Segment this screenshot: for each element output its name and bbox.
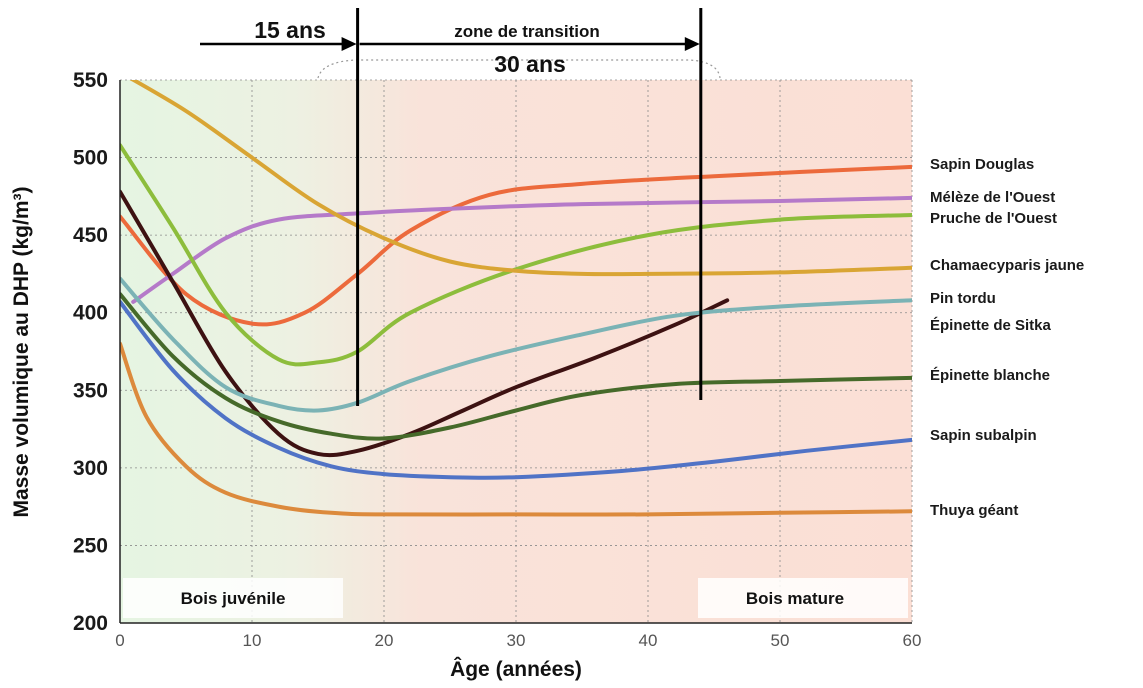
grid [120,79,913,623]
legend-label: Pruche de l'Ouest [930,210,1057,227]
y-tick-label: 400 [73,302,108,325]
legend-label: Sapin subalpin [930,427,1037,444]
mature-label: Bois mature [746,589,844,608]
y-ticks: 200 250 300 350 400 450 500 550 [73,69,108,635]
series-line-thuya-geant [120,341,912,517]
juvenile-label-box [123,578,343,618]
series-line-pruche-de-l-ouest [120,143,912,367]
series-line-sapin-douglas [120,164,912,327]
y-tick-label: 550 [73,69,108,92]
legend-label: Thuya géant [930,502,1018,519]
legend-label: Épinette blanche [930,367,1050,384]
transition-zone-label: zone de transition [454,22,599,41]
series-line-sapin-subalpin [120,299,912,480]
series-layer [120,80,912,517]
juvenile-arrowhead [341,37,357,51]
transition-period-label: 30 ans [494,51,566,77]
y-tick-label: 450 [73,224,108,247]
series-line-meleze-de-l-ouest [131,195,912,304]
y-axis-title: Masse volumique au DHP (kg/m³) [10,186,33,517]
series-line-epinette-de-sitka [120,276,912,413]
legend-label: Épinette de Sitka [930,317,1052,334]
juvenile-label: Bois juvénile [181,589,286,608]
transition-bracket [317,59,721,79]
legend-label: Sapin Douglas [930,156,1034,173]
series-line-pin-tordu [120,189,730,458]
series-line-chamaecyparis-jaune [129,80,912,277]
legend-label: Mélèze de l'Ouest [930,189,1055,206]
juvenile-period-label: 15 ans [254,17,326,43]
legend-label: Pin tordu [930,290,996,307]
x-tick-label: 20 [375,631,394,650]
x-tick-label: 60 [903,631,922,650]
y-tick-label: 250 [73,534,108,557]
y-tick-label: 350 [73,379,108,402]
series-line-epinette-blanche [120,292,912,441]
x-tick-label: 0 [115,631,124,650]
transition-arrowhead [684,37,700,51]
y-tick-label: 500 [73,147,108,170]
period-markers [200,8,703,406]
x-tick-label: 40 [639,631,658,650]
x-tick-label: 50 [771,631,790,650]
y-tick-label: 200 [73,612,108,635]
x-tick-label: 10 [243,631,262,650]
x-ticks: 0 10 20 30 40 50 60 [115,631,921,650]
y-tick-label: 300 [73,457,108,480]
legend-label: Chamaecyparis jaune [930,257,1084,274]
x-tick-label: 30 [507,631,526,650]
mature-label-box [698,578,908,618]
x-axis-title: Âge (années) [450,657,582,681]
legend: Sapin Douglas Mélèze de l'Ouest Pruche de … [930,156,1084,519]
